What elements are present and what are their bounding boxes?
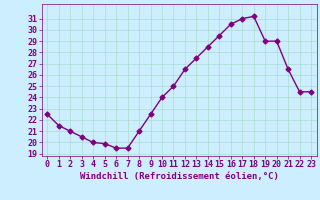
X-axis label: Windchill (Refroidissement éolien,°C): Windchill (Refroidissement éolien,°C) (80, 172, 279, 181)
